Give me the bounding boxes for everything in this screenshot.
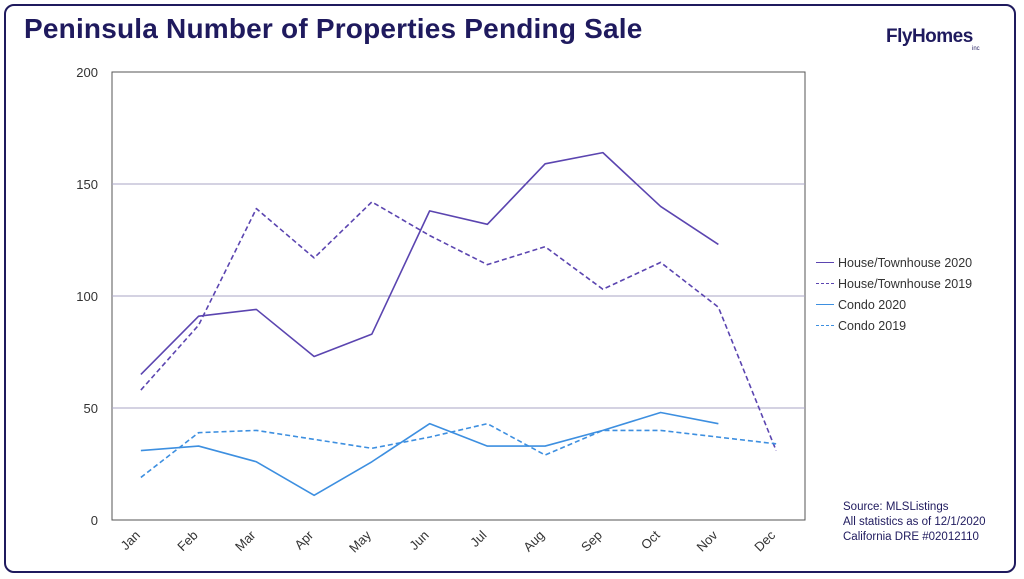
legend-label: Condo 2020 bbox=[838, 297, 907, 312]
x-tick-label: Feb bbox=[174, 528, 200, 554]
x-tick-label: May bbox=[346, 527, 374, 555]
chart-legend: House/Townhouse 2020 House/Townhouse 2019… bbox=[816, 252, 972, 336]
chart-frame bbox=[4, 4, 1016, 573]
series-line bbox=[140, 151, 719, 375]
legend-label: House/Townhouse 2020 bbox=[838, 255, 973, 270]
series-line bbox=[140, 422, 777, 479]
stats-date-line: All statistics as of 12/1/2020 bbox=[843, 516, 986, 528]
legend-label: House/Townhouse 2019 bbox=[838, 276, 973, 291]
y-tick-label: 200 bbox=[76, 65, 98, 80]
y-tick-label: 100 bbox=[76, 289, 98, 304]
legend-item: Condo 2019 bbox=[816, 315, 972, 336]
x-tick-label: Jan bbox=[118, 528, 143, 553]
series-line bbox=[140, 201, 777, 451]
legend-swatch bbox=[816, 304, 834, 305]
x-tick-label: Dec bbox=[751, 527, 778, 554]
x-tick-label: Aug bbox=[520, 528, 547, 555]
x-tick-label: Sep bbox=[578, 528, 605, 555]
dre-line: California DRE #02012110 bbox=[843, 531, 979, 543]
x-tick-label: Nov bbox=[694, 527, 721, 554]
legend-item: House/Townhouse 2019 bbox=[816, 273, 972, 294]
y-tick-label: 50 bbox=[84, 401, 98, 416]
source-note: Source: MLSListings All statistics as of… bbox=[843, 500, 986, 545]
chart-title: Peninsula Number of Properties Pending S… bbox=[24, 13, 643, 44]
y-tick-label: 150 bbox=[76, 177, 98, 192]
source-line: Source: MLSListings bbox=[843, 501, 949, 513]
x-tick-label: Mar bbox=[232, 527, 259, 554]
x-tick-label: Jul bbox=[467, 527, 489, 549]
series-line bbox=[140, 411, 719, 497]
x-tick-label: Apr bbox=[291, 527, 316, 552]
legend-swatch bbox=[816, 283, 834, 284]
legend-swatch bbox=[816, 262, 834, 263]
legend-swatch bbox=[816, 325, 834, 326]
x-tick-label: Oct bbox=[638, 527, 663, 552]
flyhomes-logo-sub: inc bbox=[972, 46, 980, 52]
legend-label: Condo 2019 bbox=[838, 318, 907, 333]
legend-item: Condo 2020 bbox=[816, 294, 972, 315]
x-tick-label: Jun bbox=[406, 528, 431, 553]
y-tick-label: 0 bbox=[91, 513, 98, 528]
flyhomes-logo: FlyHomes bbox=[886, 26, 973, 47]
legend-item: House/Townhouse 2020 bbox=[816, 252, 972, 273]
